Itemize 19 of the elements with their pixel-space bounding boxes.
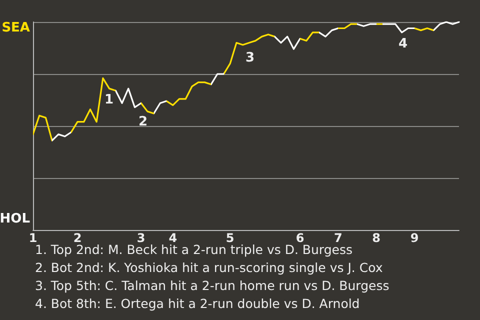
x-tick-label: 3 (136, 231, 146, 245)
annotation: 3 (245, 50, 255, 66)
annotation: 1 (104, 92, 114, 108)
x-tick-label: 6 (296, 231, 304, 245)
x-tick-label: 1 (28, 231, 38, 245)
x-tick-label: 7 (334, 231, 342, 245)
x-tick-label: 9 (410, 231, 419, 245)
x-tick-label: 8 (372, 231, 381, 245)
annotation: 2 (138, 114, 148, 130)
text: 1. Top 2nd: M. Beck hit a 2-run triple vs D. Burgess (35, 242, 352, 257)
text: 3. Top 5th: C. Talman hit a 2-run home run vs D. Burgess (35, 277, 390, 295)
x-tick-label: 5 (226, 231, 234, 245)
text: SEA (2, 20, 30, 36)
text: 2. Bot 2nd: K. Yoshioka hit a run-scoring single vs J. Cox (35, 259, 384, 277)
x-tick-label: 2 (73, 231, 82, 245)
x-tick-label: 4 (168, 231, 178, 245)
text: 4. Bot 8th: E. Ortega hit a 2-run double vs D. Arnold (35, 295, 361, 313)
text: HOL (0, 212, 30, 226)
annotation: 4 (398, 36, 408, 52)
